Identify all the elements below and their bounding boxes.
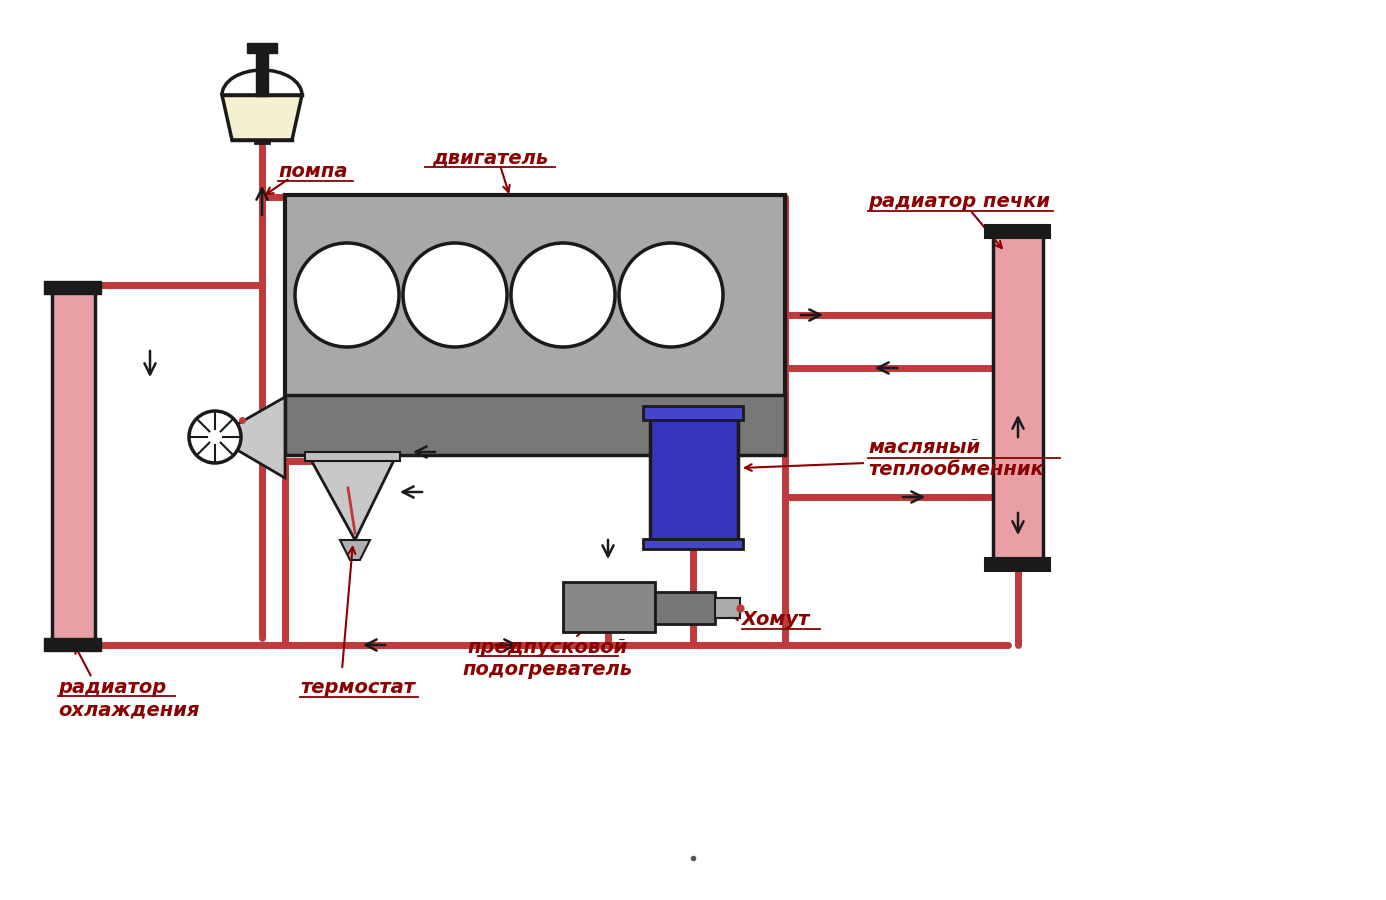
- Bar: [643, 539, 743, 549]
- Bar: [286, 395, 784, 455]
- Text: масляный
теплообменник: масляный теплообменник: [868, 438, 1044, 479]
- Text: Хомут: Хомут: [742, 610, 811, 629]
- Polygon shape: [215, 397, 286, 478]
- Text: термостат: термостат: [299, 678, 414, 697]
- Circle shape: [403, 243, 507, 347]
- Bar: [256, 46, 267, 96]
- Bar: [715, 598, 740, 618]
- Bar: [656, 592, 715, 624]
- Text: помпа: помпа: [279, 162, 348, 181]
- Bar: [985, 225, 1051, 238]
- Text: двигатель: двигатель: [432, 148, 547, 167]
- Bar: [992, 232, 1044, 560]
- Text: предпусковой
подогреватель: предпусковой подогреватель: [463, 638, 633, 679]
- Bar: [563, 582, 656, 632]
- Bar: [643, 406, 743, 420]
- Circle shape: [511, 243, 615, 347]
- Bar: [44, 638, 101, 651]
- Bar: [53, 288, 96, 640]
- Bar: [985, 558, 1051, 571]
- Bar: [305, 452, 401, 461]
- Bar: [44, 281, 101, 294]
- Circle shape: [188, 411, 241, 463]
- Bar: [255, 95, 269, 143]
- Bar: [650, 413, 737, 541]
- Polygon shape: [222, 95, 302, 140]
- Circle shape: [295, 243, 399, 347]
- Circle shape: [620, 243, 723, 347]
- Polygon shape: [340, 540, 370, 560]
- Bar: [286, 195, 784, 400]
- Polygon shape: [310, 458, 395, 540]
- Bar: [247, 43, 277, 53]
- Text: радиатор
охлаждения: радиатор охлаждения: [58, 678, 200, 719]
- Text: радиатор печки: радиатор печки: [868, 192, 1051, 211]
